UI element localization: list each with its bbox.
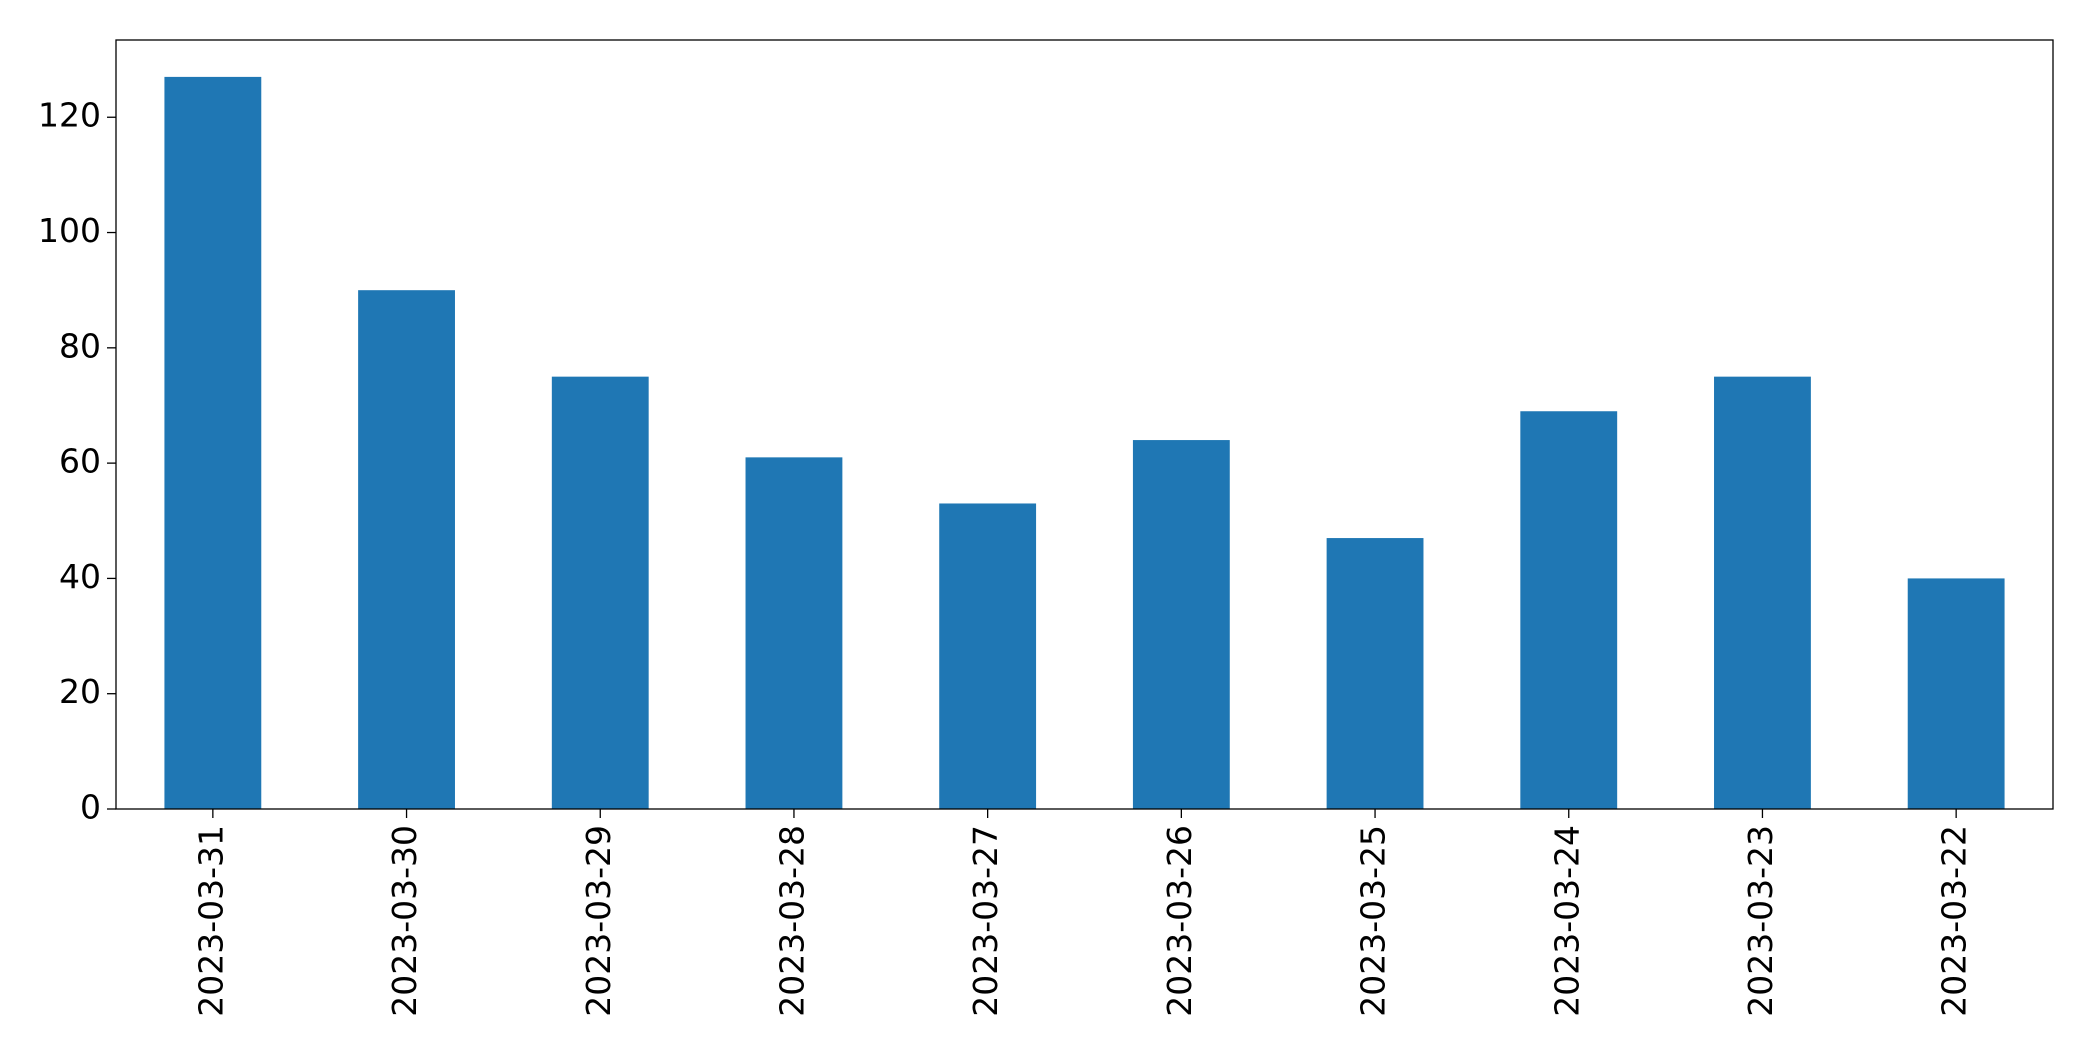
y-tick-label: 60 (59, 442, 101, 481)
bar (358, 290, 455, 809)
x-tick-label: 2023-03-24 (1547, 825, 1586, 1017)
y-tick-label: 40 (59, 557, 101, 596)
x-tick-label: 2023-03-27 (966, 825, 1005, 1017)
y-tick-label: 100 (38, 211, 101, 250)
x-tick-label: 2023-03-31 (191, 825, 230, 1017)
x-tick-label: 2023-03-28 (772, 825, 811, 1017)
x-tick-label: 2023-03-22 (1935, 825, 1974, 1017)
plot-frame (115, 39, 2054, 810)
y-tick-label: 0 (80, 788, 101, 827)
x-tick-label: 2023-03-29 (579, 825, 618, 1017)
bar (1907, 578, 2005, 809)
bar (1132, 440, 1230, 809)
y-tick-label: 20 (59, 672, 101, 711)
bar (1520, 411, 1618, 809)
x-tick-label: 2023-03-23 (1741, 825, 1780, 1017)
y-tick-label: 80 (59, 326, 101, 365)
bar (939, 503, 1037, 809)
bar (1326, 538, 1424, 809)
x-tick-label: 2023-03-26 (1160, 825, 1199, 1017)
bar (745, 457, 843, 809)
x-tick-label: 2023-03-30 (385, 825, 424, 1017)
bar (551, 376, 649, 809)
x-tick-label: 2023-03-25 (1354, 825, 1393, 1017)
bar (1714, 376, 1811, 809)
y-tick-label: 120 (38, 96, 101, 135)
bar (164, 76, 262, 809)
